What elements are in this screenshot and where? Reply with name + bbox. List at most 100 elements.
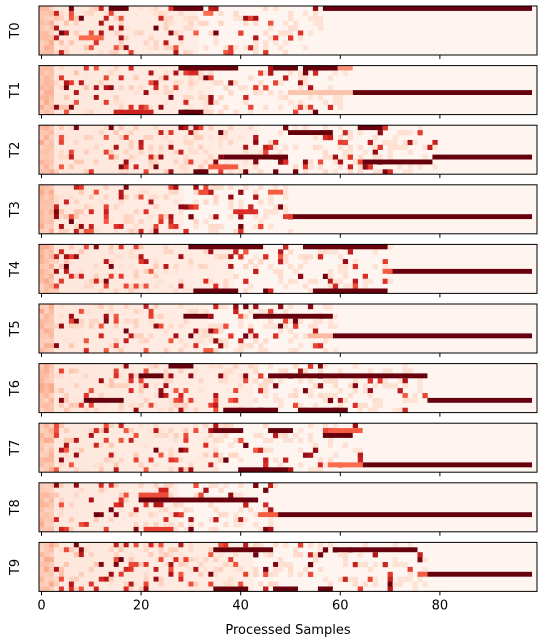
heatmap-cell	[93, 95, 100, 101]
heatmap-cell	[153, 576, 159, 582]
heatmap-cell	[223, 268, 229, 275]
heatmap-cell	[432, 164, 438, 170]
heatmap-cell	[163, 144, 169, 150]
heatmap-segment	[273, 65, 298, 71]
heatmap-cell	[208, 264, 214, 270]
heatmap-cell	[48, 104, 55, 110]
heatmap-cell	[73, 517, 80, 523]
heatmap-cell	[153, 20, 159, 26]
heatmap-cell	[123, 268, 129, 275]
heatmap-cell	[183, 144, 189, 150]
heatmap-cell	[342, 552, 349, 558]
heatmap-cell	[138, 169, 144, 175]
heatmap-cell	[163, 383, 169, 389]
heatmap-cell	[58, 268, 65, 275]
heatmap-cell	[78, 199, 85, 205]
heatmap-cell	[168, 90, 174, 96]
heatmap-cell	[113, 328, 119, 334]
heatmap-cell	[63, 373, 70, 379]
heatmap-cell	[48, 154, 55, 160]
heatmap-cell	[307, 552, 314, 558]
heatmap-cell	[88, 273, 95, 279]
heatmap-cell	[123, 482, 129, 488]
heatmap-cell	[88, 562, 95, 568]
heatmap-cell	[283, 30, 289, 36]
heatmap-cell	[53, 75, 60, 81]
heatmap-cell	[238, 130, 244, 136]
heatmap-cell	[53, 318, 60, 324]
heatmap-cell	[183, 50, 189, 56]
heatmap-cell	[83, 557, 90, 563]
heatmap-cell	[203, 586, 209, 592]
heatmap-cell	[312, 328, 319, 334]
heatmap-cell	[208, 214, 214, 220]
heatmap-cell	[148, 393, 154, 399]
heatmap-cell	[173, 482, 179, 488]
heatmap-cell	[223, 581, 229, 587]
heatmap-cell	[258, 259, 264, 265]
heatmap-cell	[73, 139, 80, 146]
heatmap-cell	[118, 482, 124, 488]
heatmap-cell	[138, 348, 144, 354]
heatmap-cell	[198, 139, 204, 146]
heatmap-cell	[78, 15, 85, 21]
heatmap-cell	[58, 517, 65, 523]
heatmap-cell	[218, 249, 224, 255]
heatmap-cell	[148, 283, 154, 289]
heatmap-cell	[93, 149, 100, 155]
heatmap-cell	[213, 566, 219, 573]
heatmap-cell	[198, 328, 204, 334]
heatmap-cell	[48, 388, 55, 394]
heatmap-cell	[163, 95, 169, 101]
heatmap-cell	[73, 75, 80, 81]
heatmap-cell	[73, 526, 80, 533]
heatmap-cell	[377, 378, 383, 384]
heatmap-cell	[103, 522, 110, 528]
heatmap-cell	[382, 562, 388, 568]
heatmap-cell	[113, 228, 119, 235]
heatmap-cell	[173, 30, 179, 36]
heatmap-cell	[268, 552, 274, 558]
heatmap-cell	[78, 75, 85, 81]
heatmap-cell	[148, 130, 154, 136]
heatmap-cell	[302, 368, 309, 374]
heatmap-cell	[128, 139, 134, 146]
heatmap-cell	[108, 30, 114, 36]
heatmap-cell	[88, 20, 95, 26]
heatmap-cell	[118, 402, 124, 408]
heatmap-cell	[208, 249, 214, 255]
heatmap-cell	[218, 487, 224, 493]
heatmap-cell	[198, 135, 204, 141]
heatmap-cell	[163, 467, 169, 473]
heatmap-cell	[193, 254, 199, 260]
heatmap-cell	[253, 264, 259, 270]
heatmap-cell	[118, 423, 124, 429]
heatmap-cell	[73, 169, 80, 175]
heatmap-cell	[188, 571, 194, 577]
heatmap-cell	[88, 383, 95, 389]
heatmap-cell	[93, 581, 100, 587]
heatmap-cell	[163, 264, 169, 270]
heatmap-cell	[108, 144, 114, 150]
heatmap-cell	[83, 144, 90, 150]
heatmap-cell	[108, 338, 114, 344]
heatmap-cell	[268, 447, 274, 453]
heatmap-cell	[178, 586, 184, 592]
heatmap-cell	[322, 428, 329, 434]
heatmap-cell	[48, 581, 55, 587]
heatmap-cell	[88, 259, 95, 265]
heatmap-cell	[53, 482, 60, 488]
heatmap-cell	[73, 447, 80, 453]
heatmap-cell	[63, 209, 70, 215]
heatmap-cell	[337, 368, 344, 374]
heatmap-cell	[153, 199, 159, 205]
heatmap-cell	[73, 487, 80, 493]
heatmap-cell	[412, 139, 418, 146]
heatmap-cell	[83, 304, 90, 310]
heatmap-cell	[278, 259, 284, 265]
heatmap-cell	[93, 20, 100, 26]
heatmap-cell	[198, 149, 204, 155]
heatmap-cell	[39, 90, 45, 96]
heatmap-cell	[48, 457, 55, 463]
heatmap-cell	[128, 402, 134, 408]
